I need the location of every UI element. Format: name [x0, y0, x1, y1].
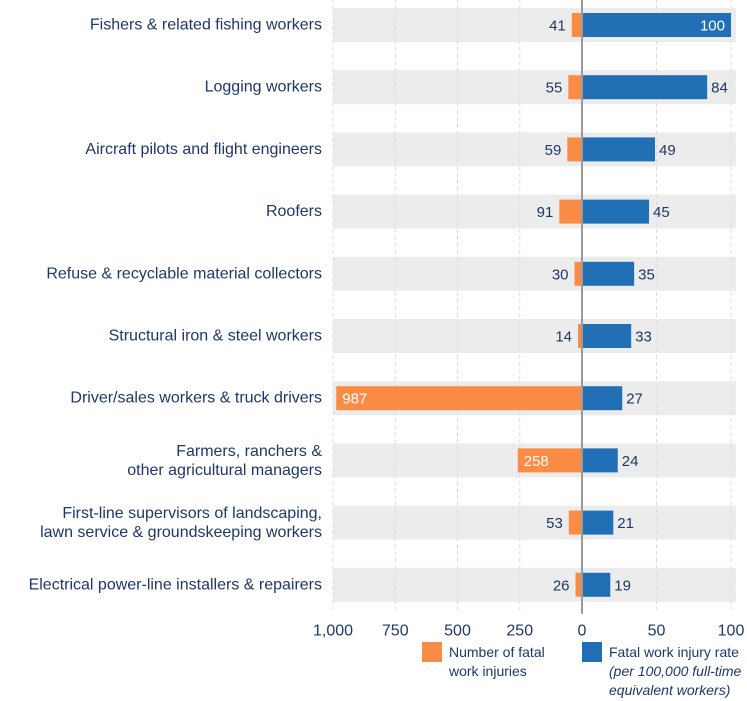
- bar-fatal-injuries: [567, 137, 582, 162]
- bar-fatal-injuries: [568, 75, 582, 100]
- category-label: Roofers: [266, 203, 322, 220]
- x-tick-label: 250: [506, 623, 533, 640]
- bar-injury-rate: [582, 13, 731, 37]
- bar-fatal-injuries: [578, 324, 582, 348]
- category-label: Structural iron & steel workers: [109, 328, 322, 345]
- category-label: other agricultural managers: [127, 462, 322, 479]
- category-label: Electrical power-line installers & repai…: [29, 576, 322, 593]
- axis-tick-labels: 1,000 750 500 250 0 50 100: [313, 623, 744, 640]
- bar-fatal-injuries: [571, 13, 582, 37]
- legend-swatch-fatal-injuries: [422, 642, 442, 662]
- value-label-injury-rate: 27: [626, 391, 643, 408]
- bar-fatal-injuries: [559, 199, 582, 224]
- value-label-injury-rate: 24: [622, 453, 639, 470]
- row-band: [333, 319, 736, 353]
- category-labels: Fishers & related fishing workers Logging…: [29, 17, 323, 594]
- category-label: Aircraft pilots and flight engineers: [85, 141, 322, 158]
- bar-injury-rate: [582, 137, 656, 162]
- category-label: Refuse & recyclable material collectors: [46, 265, 322, 282]
- bar-fatal-injuries: [336, 386, 582, 411]
- bar-injury-rate: [582, 572, 611, 597]
- x-tick-label: 100: [718, 623, 745, 640]
- row-band: [333, 505, 736, 540]
- bar-injury-rate: [582, 510, 614, 535]
- bars: [336, 13, 731, 597]
- bar-fatal-injuries: [575, 572, 582, 597]
- legend-label-fatal-injuries: Number of fatal: [449, 644, 545, 660]
- category-label: Fishers & related fishing workers: [90, 17, 322, 34]
- row-band: [333, 256, 736, 291]
- x-tick-label: 750: [382, 623, 409, 640]
- x-tick-label: 1,000: [313, 623, 353, 640]
- row-band: [333, 194, 736, 229]
- value-label-injury-rate: 19: [614, 577, 631, 594]
- legend-swatch-injury-rate: [582, 642, 602, 662]
- gridlines: [332, 0, 732, 610]
- bar-fatal-injuries: [574, 261, 582, 286]
- bar-injury-rate: [582, 324, 632, 348]
- bar-fatal-injuries: [517, 448, 582, 473]
- value-label-injury-rate: 100: [700, 18, 725, 35]
- value-label-fatal-injuries: 987: [342, 391, 367, 408]
- category-label: Driver/sales workers & truck drivers: [70, 390, 322, 407]
- x-tick-label: 0: [578, 623, 587, 640]
- value-label-injury-rate: 84: [711, 80, 728, 97]
- value-label-fatal-injuries: 14: [555, 329, 572, 346]
- bar-injury-rate: [582, 75, 708, 100]
- legend-label-injury-rate-note: equivalent workers): [609, 682, 730, 698]
- value-label-fatal-injuries: 55: [546, 80, 563, 97]
- value-label-injury-rate: 33: [635, 329, 652, 346]
- value-label-fatal-injuries: 91: [537, 204, 554, 221]
- bar-injury-rate: [582, 386, 623, 411]
- x-tick-label: 50: [648, 623, 666, 640]
- category-label: Farmers, ranchers &: [176, 443, 322, 460]
- value-label-injury-rate: 35: [638, 266, 655, 283]
- value-label-injury-rate: 21: [617, 515, 634, 532]
- value-label-fatal-injuries: 30: [552, 266, 569, 283]
- value-labels: 41 100 55 84 59 49 91 45 30 35 14 33 987 27 258 24 53 21 2…: [342, 18, 728, 595]
- bar-fatal-injuries: [568, 510, 582, 535]
- value-label-injury-rate: 45: [653, 204, 670, 221]
- bar-injury-rate: [582, 261, 635, 286]
- legend-label-fatal-injuries: work injuries: [448, 663, 527, 679]
- category-label: Logging workers: [205, 79, 322, 96]
- x-tick-label: 500: [444, 623, 471, 640]
- legend-label-injury-rate-note: (per 100,000 full-time: [609, 663, 742, 679]
- legend: Number of fatal work injuries Fatal work i…: [422, 642, 742, 698]
- value-label-injury-rate: 49: [659, 142, 676, 159]
- category-label: First-line supervisors of landscaping,: [62, 505, 322, 522]
- value-label-fatal-injuries: 59: [545, 142, 562, 159]
- legend-label-injury-rate: Fatal work injury rate: [609, 644, 739, 660]
- bar-injury-rate: [582, 199, 650, 224]
- value-label-fatal-injuries: 53: [546, 515, 563, 532]
- value-label-fatal-injuries: 26: [553, 577, 570, 594]
- row-band: [333, 132, 736, 167]
- row-band: [333, 567, 736, 602]
- value-label-fatal-injuries: 41: [549, 18, 566, 35]
- value-label-fatal-injuries: 258: [524, 453, 549, 470]
- bar-injury-rate: [582, 448, 618, 473]
- category-label: lawn service & groundskeeping workers: [40, 524, 322, 541]
